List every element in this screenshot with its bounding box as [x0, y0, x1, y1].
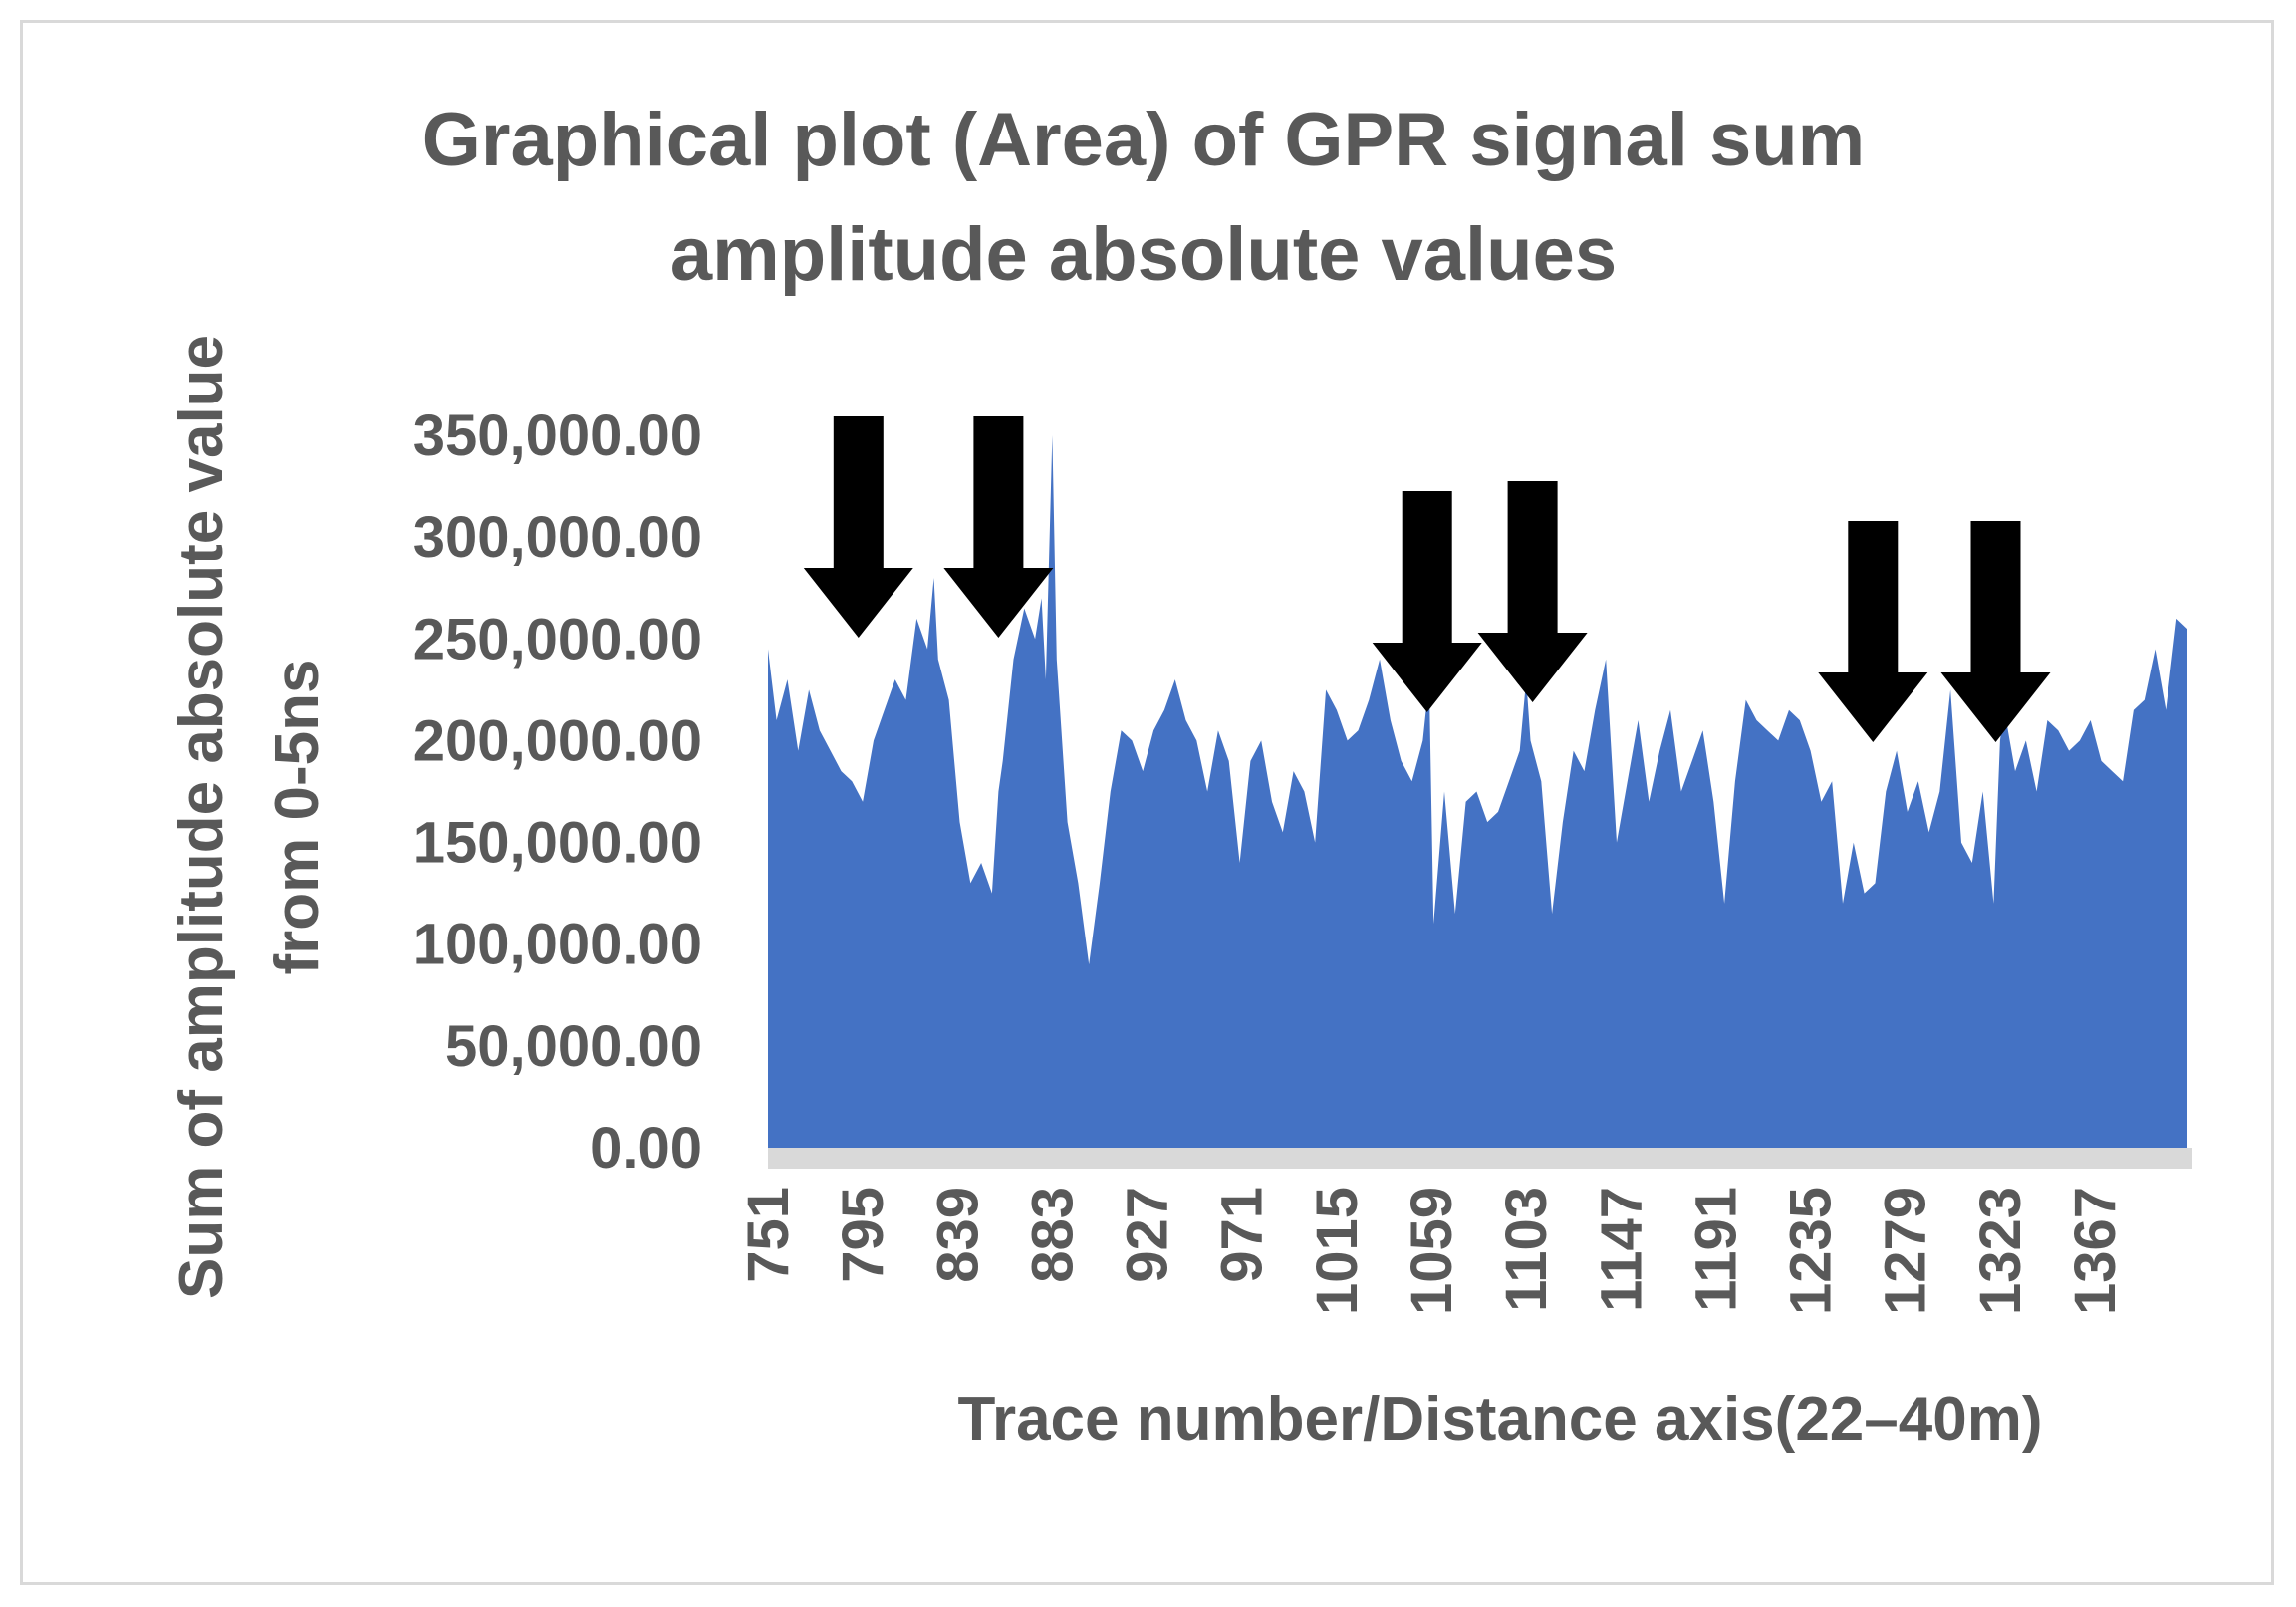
- down-arrow-marker: [943, 416, 1054, 638]
- x-tick-label: 1191: [1683, 1187, 1748, 1312]
- x-tick-label: 1059: [1400, 1187, 1464, 1315]
- chart-frame: Graphical plot (Area) of GPR signal sum …: [20, 20, 2274, 1585]
- y-axis-label-line-1: Sum of amplitude absolute value: [167, 335, 236, 1299]
- x-tick-label: 751: [736, 1187, 801, 1283]
- area-chart: Graphical plot (Area) of GPR signal sum …: [167, 98, 2192, 1454]
- x-tick-label: 1279: [1874, 1187, 1938, 1315]
- chart-title-line-2: amplitude absolute values: [670, 212, 1617, 297]
- y-axis-ticks: 0.00 50,000.00 100,000.00 150,000.00 200,000…: [413, 403, 702, 1181]
- down-arrow-marker: [1940, 521, 2051, 742]
- x-tick-label: 1103: [1494, 1187, 1559, 1312]
- down-arrow-marker: [803, 416, 913, 638]
- down-arrow-marker: [1818, 521, 1928, 742]
- x-tick-label: 839: [925, 1187, 990, 1283]
- y-axis-label: Sum of amplitude absolute value from 0-5…: [167, 335, 332, 1299]
- x-tick-label: 1015: [1305, 1187, 1370, 1315]
- x-axis-label: Trace number/Distance axis(22–40m): [958, 1385, 2043, 1454]
- x-tick-label: 927: [1116, 1187, 1180, 1283]
- x-tick-label: 971: [1210, 1187, 1275, 1283]
- x-tick-label: 883: [1020, 1187, 1085, 1283]
- plot-area: [768, 435, 2192, 1169]
- x-tick-label: 1323: [1968, 1187, 2033, 1315]
- chart-title: Graphical plot (Area) of GPR signal sum …: [422, 98, 1865, 297]
- x-tick-label: 1147: [1589, 1187, 1654, 1312]
- x-tick-label: 1235: [1779, 1187, 1844, 1315]
- y-tick-label: 350,000.00: [413, 403, 702, 468]
- x-tick-label: 1367: [2063, 1187, 2128, 1315]
- anomaly-arrows: [803, 416, 2051, 742]
- x-tick-label: 795: [831, 1187, 895, 1283]
- x-axis-ticks: 751 795 839 883 927 971 1015 1059 1103 1147 1191 12…: [736, 1187, 2128, 1315]
- y-tick-label: 100,000.00: [413, 913, 702, 977]
- down-arrow-marker: [1372, 491, 1482, 712]
- y-tick-label: 200,000.00: [413, 708, 702, 773]
- series-area: [768, 435, 2187, 1148]
- y-tick-label: 0.00: [590, 1116, 702, 1181]
- chart-title-line-1: Graphical plot (Area) of GPR signal sum: [422, 98, 1865, 182]
- y-axis-label-line-2: from 0-5ns: [263, 660, 332, 975]
- y-tick-label: 300,000.00: [413, 505, 702, 570]
- down-arrow-marker: [1477, 481, 1588, 702]
- axis-floor-band: [768, 1148, 2192, 1169]
- y-tick-label: 150,000.00: [413, 811, 702, 876]
- y-tick-label: 250,000.00: [413, 607, 702, 671]
- y-tick-label: 50,000.00: [445, 1014, 702, 1079]
